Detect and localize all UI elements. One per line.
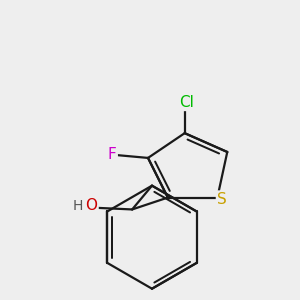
Text: H: H [73,199,83,213]
Text: S: S [217,191,227,206]
Text: Cl: Cl [179,95,194,110]
Text: F: F [108,148,117,163]
Text: O: O [85,199,98,214]
